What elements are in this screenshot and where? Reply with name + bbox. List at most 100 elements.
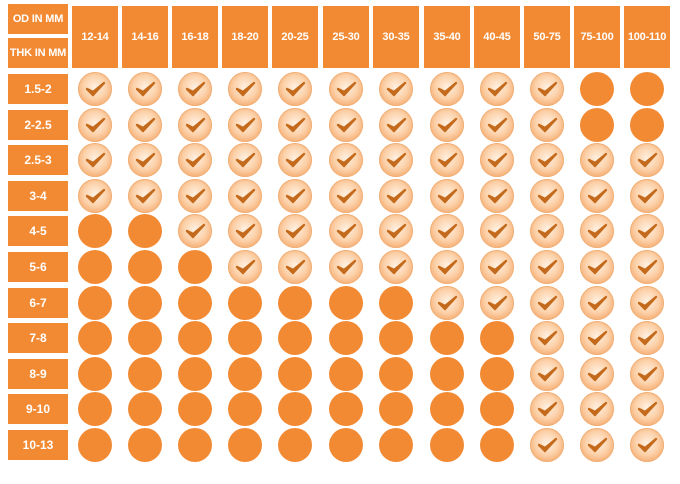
solid-circle-icon <box>128 321 162 356</box>
check-circle-icon <box>630 178 664 213</box>
check-mark-icon <box>637 152 658 168</box>
check-mark-icon <box>85 81 106 97</box>
column-header: 50-75 <box>524 6 570 68</box>
check-mark-icon <box>85 152 106 168</box>
check-mark-icon <box>235 81 256 97</box>
solid-circle-icon <box>178 356 212 391</box>
solid-circle-icon <box>78 214 112 249</box>
solid-circle-icon <box>329 392 363 427</box>
check-mark-icon <box>487 81 508 97</box>
check-mark-icon <box>285 81 306 97</box>
check-circle-icon <box>580 214 614 249</box>
check-circle-icon <box>128 143 162 178</box>
solid-circle-icon <box>78 428 112 462</box>
check-mark-icon <box>386 259 407 275</box>
check-circle-icon <box>228 143 262 178</box>
check-mark-icon <box>437 117 458 132</box>
check-circle-icon <box>278 214 312 249</box>
check-circle-icon <box>530 143 564 178</box>
check-circle-icon <box>530 392 564 427</box>
check-mark-icon <box>235 117 256 132</box>
check-circle-icon <box>379 72 413 106</box>
row-label: 10-13 <box>8 430 68 460</box>
check-circle-icon <box>530 107 564 142</box>
row-label: 8-9 <box>8 358 68 389</box>
check-mark-icon <box>537 366 558 381</box>
row-label: 3-4 <box>8 180 68 211</box>
check-circle-icon <box>630 321 664 356</box>
check-mark-icon <box>637 402 658 417</box>
check-circle-icon <box>78 143 112 178</box>
check-circle-icon <box>480 285 514 320</box>
check-mark-icon <box>386 224 407 239</box>
check-mark-icon <box>185 81 206 97</box>
check-mark-icon <box>587 437 608 453</box>
check-mark-icon <box>135 81 156 97</box>
check-mark-icon <box>537 81 558 97</box>
check-circle-icon <box>580 143 614 178</box>
check-circle-icon <box>630 143 664 178</box>
check-circle-icon <box>530 214 564 249</box>
solid-circle-icon <box>128 285 162 320</box>
check-circle-icon <box>379 178 413 213</box>
check-mark-icon <box>437 224 458 239</box>
column-header: 100-110 <box>624 6 670 68</box>
check-mark-icon <box>437 81 458 97</box>
check-mark-icon <box>135 152 156 168</box>
solid-circle-icon <box>329 356 363 391</box>
solid-circle-icon <box>430 392 464 427</box>
check-circle-icon <box>78 72 112 106</box>
column-header: 30-35 <box>373 6 419 68</box>
solid-circle-icon <box>430 321 464 356</box>
check-mark-icon <box>437 188 458 203</box>
solid-circle-icon <box>228 392 262 427</box>
solid-circle-icon <box>228 428 262 462</box>
check-mark-icon <box>537 117 558 132</box>
solid-circle-icon <box>128 250 162 284</box>
solid-circle-icon <box>178 428 212 462</box>
check-mark-icon <box>336 259 357 275</box>
check-circle-icon <box>379 214 413 249</box>
check-circle-icon <box>178 107 212 142</box>
solid-circle-icon <box>78 356 112 391</box>
check-circle-icon <box>630 428 664 462</box>
check-mark-icon <box>185 152 206 168</box>
row-label: 9-10 <box>8 394 68 425</box>
check-mark-icon <box>285 117 306 132</box>
check-circle-icon <box>530 250 564 284</box>
check-circle-icon <box>278 107 312 142</box>
solid-circle-icon <box>480 392 514 427</box>
check-mark-icon <box>185 224 206 239</box>
check-mark-icon <box>487 295 508 310</box>
check-circle-icon <box>430 107 464 142</box>
check-mark-icon <box>637 330 658 346</box>
solid-circle-icon <box>128 392 162 427</box>
check-mark-icon <box>386 117 407 132</box>
solid-circle-icon <box>128 356 162 391</box>
check-circle-icon <box>580 250 614 284</box>
solid-circle-icon <box>480 321 514 356</box>
check-mark-icon <box>587 259 608 275</box>
solid-circle-icon <box>178 250 212 284</box>
row-label: 2-2.5 <box>8 109 68 140</box>
check-circle-icon <box>580 428 614 462</box>
solid-circle-icon <box>228 356 262 391</box>
check-mark-icon <box>487 259 508 275</box>
check-circle-icon <box>178 214 212 249</box>
check-mark-icon <box>587 295 608 310</box>
check-mark-icon <box>637 188 658 203</box>
check-circle-icon <box>329 143 363 178</box>
solid-circle-icon <box>379 356 413 391</box>
check-mark-icon <box>487 152 508 168</box>
column-header: 18-20 <box>222 6 268 68</box>
check-circle-icon <box>329 107 363 142</box>
check-circle-icon <box>379 107 413 142</box>
check-mark-icon <box>587 330 608 346</box>
check-circle-icon <box>580 285 614 320</box>
solid-circle-icon <box>78 285 112 320</box>
check-mark-icon <box>336 81 357 97</box>
solid-circle-icon <box>430 428 464 462</box>
solid-circle-icon <box>278 321 312 356</box>
check-mark-icon <box>285 188 306 203</box>
check-circle-icon <box>580 178 614 213</box>
